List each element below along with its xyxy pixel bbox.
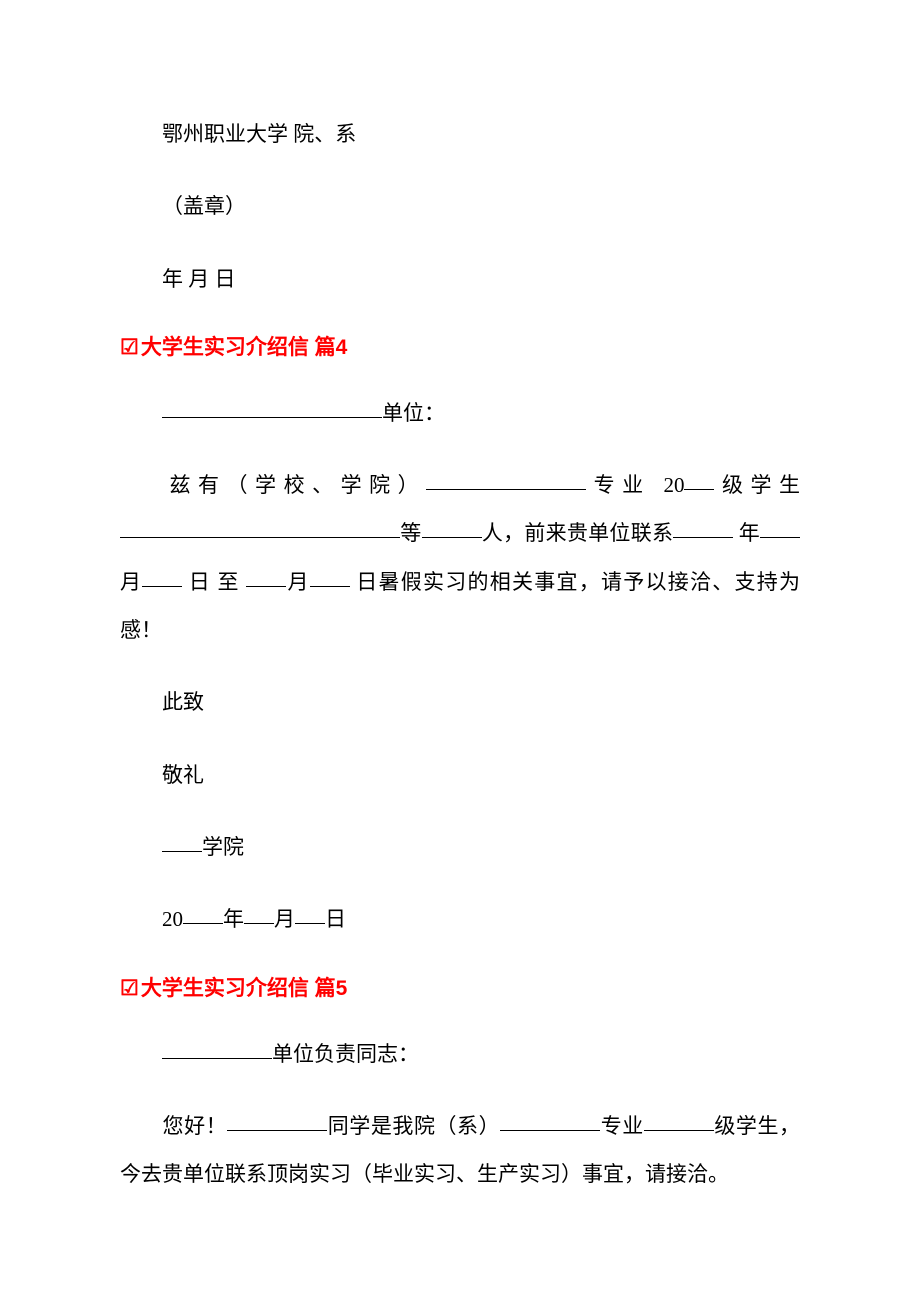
section5-body: 您好！同学是我院（系）专业级学生，今去贵单位联系顶岗实习（毕业实习、生产实习）事… — [120, 1102, 800, 1199]
blank-date-year — [183, 923, 223, 924]
unit-suffix: 单位： — [382, 401, 445, 425]
section4-closing1: 此致 — [120, 678, 800, 726]
blank-year20 — [684, 489, 714, 490]
blank-student5 — [227, 1130, 327, 1131]
date-year: 年 — [223, 907, 244, 931]
heading-5: ☑大学生实习介绍信 篇5 — [120, 972, 800, 1002]
body-etc: 等 — [400, 521, 422, 545]
section3-line2: （盖章） — [120, 182, 800, 230]
blank-unit — [162, 417, 382, 418]
blank-day1 — [142, 586, 182, 587]
blank-month2 — [246, 586, 286, 587]
heading-4-text: 大学生实习介绍信 篇 — [141, 336, 336, 359]
body-day1: 日 至 — [182, 570, 246, 594]
blank-school — [426, 489, 586, 490]
blank-day2 — [310, 586, 350, 587]
section4-closing2: 敬礼 — [120, 751, 800, 799]
body-major5: 专业 — [600, 1114, 644, 1138]
body-people: 人，前来贵单位联系 — [482, 521, 674, 545]
body-level: 级学生 — [714, 473, 800, 497]
heading-4: ☑大学生实习介绍信 篇4 — [120, 331, 800, 361]
blank-year — [673, 537, 733, 538]
body-student5: 同学是我院（系） — [327, 1114, 500, 1138]
blank-unit5 — [162, 1058, 272, 1059]
heading-5-text: 大学生实习介绍信 篇 — [141, 977, 336, 1000]
date-prefix: 20 — [162, 907, 183, 931]
section4-unit-line: 单位： — [120, 389, 800, 437]
heading-5-num: 5 — [336, 977, 348, 1000]
section4-body: 兹有（学校、学院）专业 20级学生等人，前来贵单位联系 年 月 日 至 月 日暑… — [120, 461, 800, 654]
blank-month1 — [760, 537, 800, 538]
date-month: 月 — [274, 907, 295, 931]
date-day: 日 — [325, 907, 346, 931]
blank-college — [162, 851, 202, 852]
section3-line1: 鄂州职业大学 院、系 — [120, 110, 800, 158]
body-major: 专业 20 — [586, 473, 684, 497]
college-text: 学院 — [202, 835, 244, 859]
section4-college: 学院 — [120, 823, 800, 871]
unit5-suffix: 单位负责同志： — [272, 1042, 419, 1066]
blank-students — [120, 537, 400, 538]
section5-unit-line: 单位负责同志： — [120, 1030, 800, 1078]
blank-date-month — [244, 923, 274, 924]
body-month2: 月 — [286, 570, 310, 594]
heading-4-num: 4 — [336, 336, 348, 359]
checkbox-icon: ☑ — [120, 335, 139, 360]
section3-line3: 年 月 日 — [120, 255, 800, 303]
body-month1: 月 — [120, 570, 142, 594]
greeting: 您好！ — [162, 1114, 227, 1138]
blank-count — [422, 537, 482, 538]
body-year: 年 — [733, 521, 760, 545]
blank-level5 — [644, 1130, 714, 1131]
blank-date-day — [295, 923, 325, 924]
section4-date: 20 年 月 日 — [120, 895, 800, 943]
checkbox-icon: ☑ — [120, 976, 139, 1001]
blank-major5 — [500, 1130, 600, 1131]
body-prefix: 兹有（学校、学院） — [162, 473, 426, 497]
